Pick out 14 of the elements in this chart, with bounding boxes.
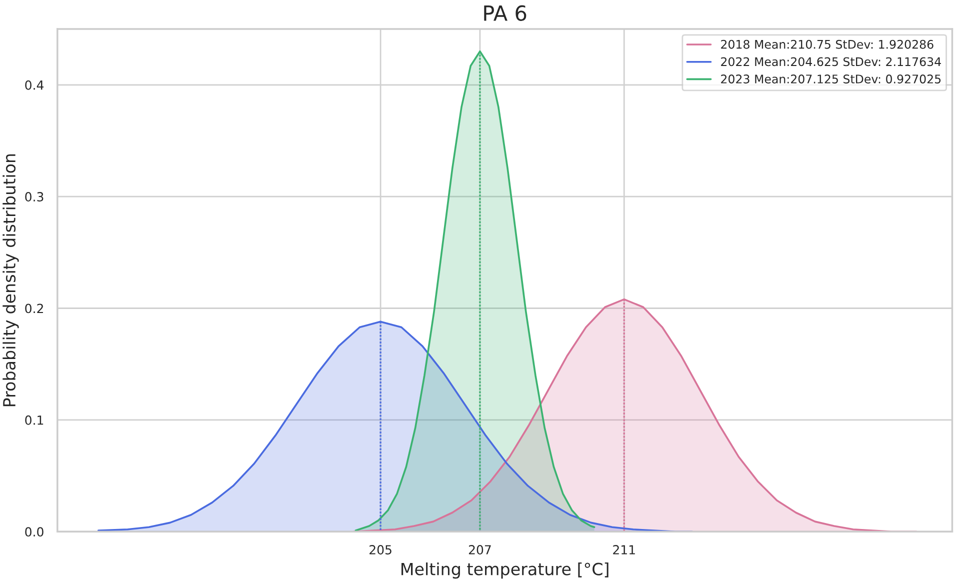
y-tick-label: 0.0: [25, 527, 44, 537]
y-tick-label: 0.4: [25, 80, 44, 90]
y-tick-label: 0.2: [25, 304, 43, 314]
legend-label: 2018 Mean:210.75 StDev: 1.920286: [721, 40, 934, 49]
legend-label: 2023 Mean:207.125 StDev: 0.927025: [721, 74, 941, 84]
x-tick-label: 207: [468, 545, 491, 554]
chart-title: PA 6: [484, 5, 526, 22]
y-axis-title: Probability density distribution: [2, 154, 19, 406]
x-axis-title: Melting temperature [°C]: [402, 562, 608, 579]
legend-label: 2022 Mean:204.625 StDev: 2.117634: [721, 57, 941, 66]
x-tick-label: 205: [370, 545, 392, 554]
x-tick-label: 211: [613, 545, 635, 554]
y-tick-label: 0.1: [25, 415, 44, 425]
y-tick-label: 0.3: [25, 192, 44, 202]
